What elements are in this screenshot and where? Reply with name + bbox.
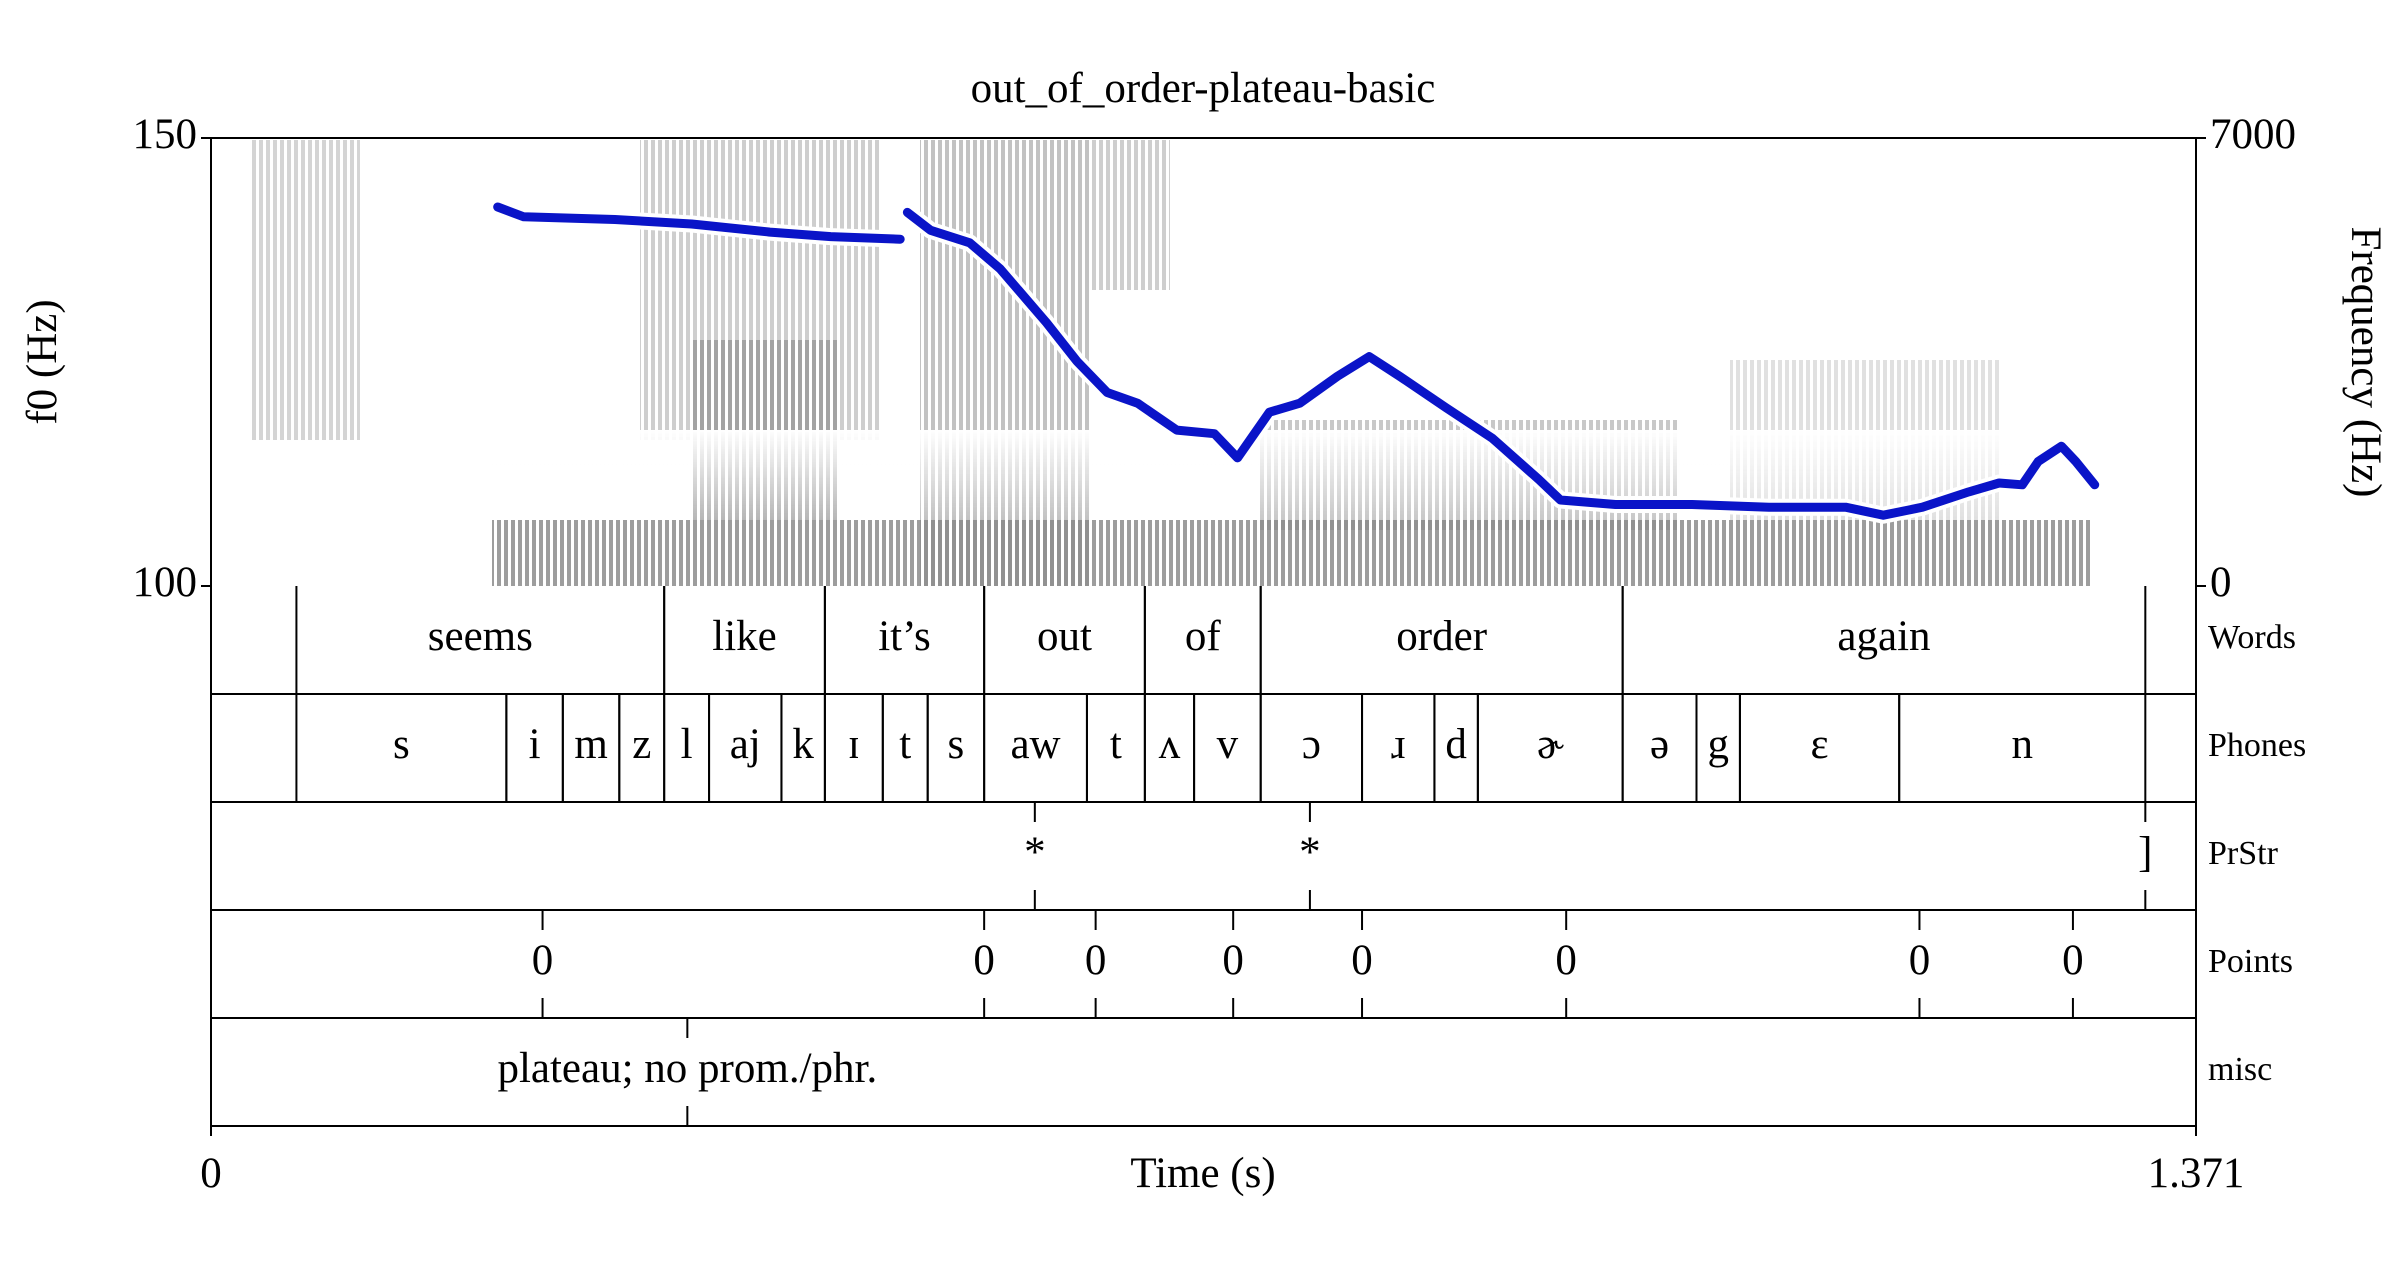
- interval-label: t: [1110, 721, 1122, 768]
- point-label: 0: [1351, 937, 1373, 984]
- point-label: 0: [1085, 937, 1107, 984]
- x-tick-label: 1.371: [2148, 1150, 2245, 1197]
- point-label: 0: [1909, 937, 1931, 984]
- tier-name: Phones: [2208, 727, 2306, 764]
- point-label: ]: [2138, 829, 2152, 876]
- interval-label: s: [393, 721, 410, 768]
- point-label: 0: [973, 937, 995, 984]
- y2-tick-label: 7000: [2210, 111, 2296, 158]
- x-axis-label: Time (s): [1130, 1150, 1275, 1197]
- interval-label: order: [1396, 613, 1487, 660]
- interval-label: d: [1445, 721, 1467, 768]
- point-label: *: [1299, 829, 1321, 876]
- interval-label: ɔ: [1302, 721, 1321, 768]
- point-label: 0: [1222, 937, 1244, 984]
- tier-name: Words: [2208, 619, 2296, 656]
- interval-label: t: [899, 721, 911, 768]
- x-tick-label: 0: [200, 1150, 222, 1197]
- point-label: *: [1024, 829, 1046, 876]
- y-axis-label: f0 (Hz): [19, 299, 66, 424]
- interval-label: like: [712, 613, 776, 660]
- interval-label: k: [792, 721, 814, 768]
- interval-label: l: [681, 721, 693, 768]
- interval-label: ɪ: [848, 721, 860, 768]
- interval-label: seems: [428, 613, 533, 660]
- interval-label: g: [1707, 721, 1729, 768]
- interval-label: of: [1185, 613, 1222, 660]
- interval-label: again: [1837, 613, 1930, 660]
- pitch-line: [902, 207, 2100, 520]
- tier-name: Points: [2208, 943, 2293, 980]
- spectrogram: [250, 140, 2092, 586]
- point-label: 0: [1555, 937, 1577, 984]
- chart-title: out_of_order-plateau-basic: [971, 65, 1436, 112]
- y-tick-label: 100: [133, 559, 198, 606]
- interval-label: v: [1217, 721, 1239, 768]
- interval-label: s: [948, 721, 965, 768]
- interval-label: ɹ: [1391, 721, 1405, 768]
- tier-name: misc: [2208, 1051, 2272, 1088]
- interval-label: out: [1037, 613, 1092, 660]
- interval-label: ɛ: [1811, 721, 1829, 768]
- interval-label: aj: [730, 721, 761, 768]
- interval-label: ɚ: [1537, 721, 1564, 768]
- point-label: plateau; no prom./phr.: [497, 1045, 877, 1092]
- interval-label: aw: [1010, 721, 1060, 768]
- pitch-line: [493, 202, 905, 244]
- interval-label: m: [574, 721, 607, 768]
- point-label: 0: [2062, 937, 2084, 984]
- y2-axis-label: Frequency (Hz): [2342, 226, 2389, 497]
- y2-tick-label: 0: [2210, 559, 2232, 606]
- tier-name: PrStr: [2208, 835, 2279, 872]
- interval-label: ə: [1650, 721, 1669, 768]
- point-label: 0: [532, 937, 554, 984]
- interval-label: it’s: [878, 613, 931, 660]
- interval-label: ʌ: [1159, 721, 1181, 768]
- interval-label: n: [2012, 721, 2034, 768]
- interval-label: i: [529, 721, 541, 768]
- interval-label: z: [632, 721, 651, 768]
- y-tick-label: 150: [133, 111, 198, 158]
